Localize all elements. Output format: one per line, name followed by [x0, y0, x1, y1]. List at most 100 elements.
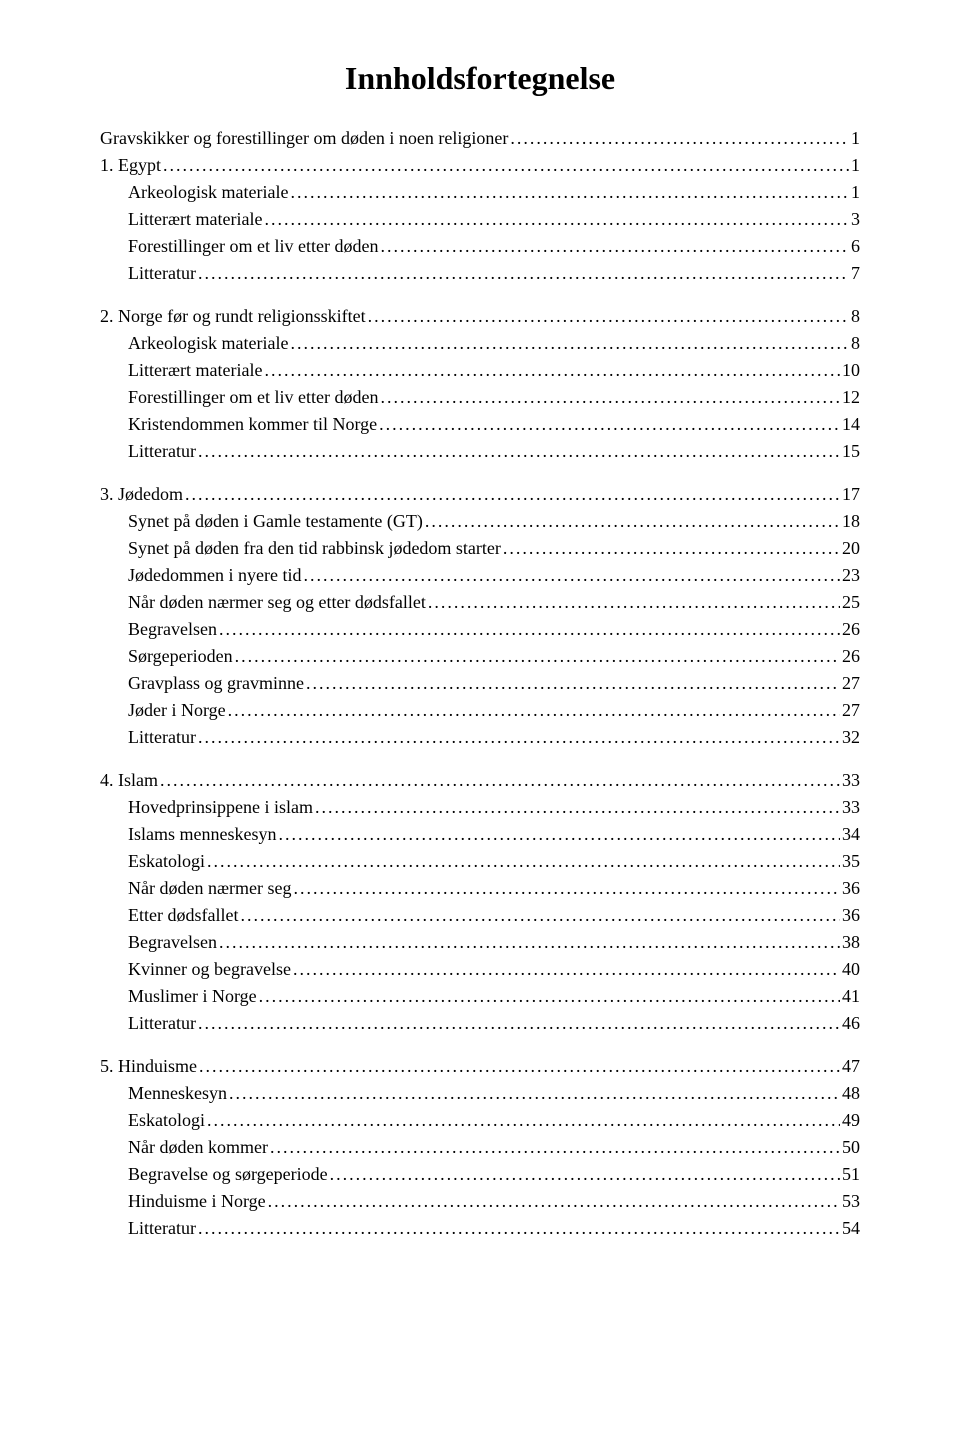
- toc-leader: [198, 1010, 840, 1037]
- toc-entry-page: 35: [842, 848, 860, 875]
- toc-entry-label: Arkeologisk materiale: [128, 330, 288, 357]
- toc-entry: Forestillinger om et liv etter døden 6: [100, 233, 860, 260]
- toc-gap: [100, 1037, 860, 1053]
- toc-entry-page: 41: [842, 983, 860, 1010]
- toc-leader: [425, 508, 840, 535]
- toc-entry-label: Forestillinger om et liv etter døden: [128, 384, 378, 411]
- toc-entry: Menneskesyn 48: [100, 1080, 860, 1107]
- toc-leader: [264, 206, 849, 233]
- toc-entry-label: 2. Norge før og rundt religionsskiftet: [100, 303, 366, 330]
- toc-entry-page: 20: [842, 535, 860, 562]
- toc-entry: Hinduisme i Norge 53: [100, 1188, 860, 1215]
- toc-entry: Litteratur 54: [100, 1215, 860, 1242]
- toc-entry-page: 48: [842, 1080, 860, 1107]
- toc-leader: [379, 411, 840, 438]
- toc-entry-page: 34: [842, 821, 860, 848]
- toc-entry-page: 27: [842, 697, 860, 724]
- toc-entry-label: Litteratur: [128, 260, 196, 287]
- toc-entry: Litteratur 32: [100, 724, 860, 751]
- toc-entry: Eskatologi 49: [100, 1107, 860, 1134]
- toc-entry: Jødedommen i nyere tid 23: [100, 562, 860, 589]
- toc-leader: [268, 1188, 840, 1215]
- toc-entry: Begravelse og sørgeperiode 51: [100, 1161, 860, 1188]
- toc-leader: [290, 330, 849, 357]
- toc-leader: [380, 384, 840, 411]
- page-title: Innholdsfortegnelse: [100, 60, 860, 97]
- toc-entry-label: Kvinner og begravelse: [128, 956, 291, 983]
- toc-entry-label: Litteratur: [128, 724, 196, 751]
- toc-entry: Gravskikker og forestillinger om døden i…: [100, 125, 860, 152]
- toc-entry-page: 46: [842, 1010, 860, 1037]
- toc-entry-page: 54: [842, 1215, 860, 1242]
- toc-leader: [240, 902, 840, 929]
- toc-leader: [207, 848, 840, 875]
- toc-entry-label: Hovedprinsippene i islam: [128, 794, 313, 821]
- toc-leader: [264, 357, 840, 384]
- toc-entry-label: Gravplass og gravminne: [128, 670, 304, 697]
- toc-entry: Islams menneskesyn 34: [100, 821, 860, 848]
- toc-entry-page: 36: [842, 875, 860, 902]
- toc-entry: Litteratur 15: [100, 438, 860, 465]
- toc-entry-label: Begravelsen: [128, 929, 217, 956]
- toc-leader: [229, 1080, 840, 1107]
- toc-leader: [198, 260, 849, 287]
- toc-leader: [290, 179, 849, 206]
- toc-entry-label: Litterært materiale: [128, 357, 262, 384]
- toc-entry-page: 3: [851, 206, 860, 233]
- toc-leader: [198, 1215, 840, 1242]
- toc-entry-page: 8: [851, 330, 860, 357]
- toc-entry-page: 47: [842, 1053, 860, 1080]
- toc-leader: [315, 794, 840, 821]
- toc-entry-label: 3. Jødedom: [100, 481, 183, 508]
- toc-leader: [185, 481, 840, 508]
- toc-entry: Arkeologisk materiale 8: [100, 330, 860, 357]
- toc-entry-page: 18: [842, 508, 860, 535]
- toc-entry-label: Islams menneskesyn: [128, 821, 276, 848]
- toc-leader: [428, 589, 840, 616]
- toc-entry-label: Arkeologisk materiale: [128, 179, 288, 206]
- toc-entry-page: 53: [842, 1188, 860, 1215]
- toc-entry: Synet på døden fra den tid rabbinsk jøde…: [100, 535, 860, 562]
- toc-entry-label: Eskatologi: [128, 1107, 205, 1134]
- toc-entry: Litterært materiale 3: [100, 206, 860, 233]
- toc-entry-label: Eskatologi: [128, 848, 205, 875]
- toc-leader: [228, 697, 840, 724]
- toc-entry: Begravelsen 26: [100, 616, 860, 643]
- toc-entry: Når døden kommer 50: [100, 1134, 860, 1161]
- toc-leader: [160, 767, 840, 794]
- toc-entry-page: 23: [842, 562, 860, 589]
- toc-leader: [199, 1053, 840, 1080]
- toc-gap: [100, 287, 860, 303]
- toc-entry-page: 51: [842, 1161, 860, 1188]
- toc-entry-page: 17: [842, 481, 860, 508]
- toc-entry: 3. Jødedom 17: [100, 481, 860, 508]
- toc-entry-label: Hinduisme i Norge: [128, 1188, 266, 1215]
- toc-entry-page: 32: [842, 724, 860, 751]
- toc-leader: [219, 929, 840, 956]
- toc-leader: [293, 956, 840, 983]
- toc-leader: [330, 1161, 840, 1188]
- toc-entry-label: Jødedommen i nyere tid: [128, 562, 301, 589]
- toc-entry: 4. Islam 33: [100, 767, 860, 794]
- toc-entry-page: 36: [842, 902, 860, 929]
- toc-entry-page: 25: [842, 589, 860, 616]
- toc-leader: [368, 303, 849, 330]
- toc-leader: [198, 724, 840, 751]
- toc-entry-page: 33: [842, 794, 860, 821]
- toc-entry: Sørgeperioden 26: [100, 643, 860, 670]
- toc-entry: Litteratur 46: [100, 1010, 860, 1037]
- toc-entry: 1. Egypt 1: [100, 152, 860, 179]
- toc-entry-label: Jøder i Norge: [128, 697, 226, 724]
- toc-entry-page: 6: [851, 233, 860, 260]
- toc-leader: [278, 821, 840, 848]
- toc-entry-page: 1: [851, 152, 860, 179]
- toc-entry-label: Synet på døden i Gamle testamente (GT): [128, 508, 423, 535]
- toc-leader: [163, 152, 849, 179]
- toc-leader: [303, 562, 840, 589]
- toc-entry: Begravelsen 38: [100, 929, 860, 956]
- toc-entry: Litteratur 7: [100, 260, 860, 287]
- toc-entry: 5. Hinduisme 47: [100, 1053, 860, 1080]
- toc-entry-page: 15: [842, 438, 860, 465]
- toc-entry-label: Forestillinger om et liv etter døden: [128, 233, 378, 260]
- toc-entry-page: 49: [842, 1107, 860, 1134]
